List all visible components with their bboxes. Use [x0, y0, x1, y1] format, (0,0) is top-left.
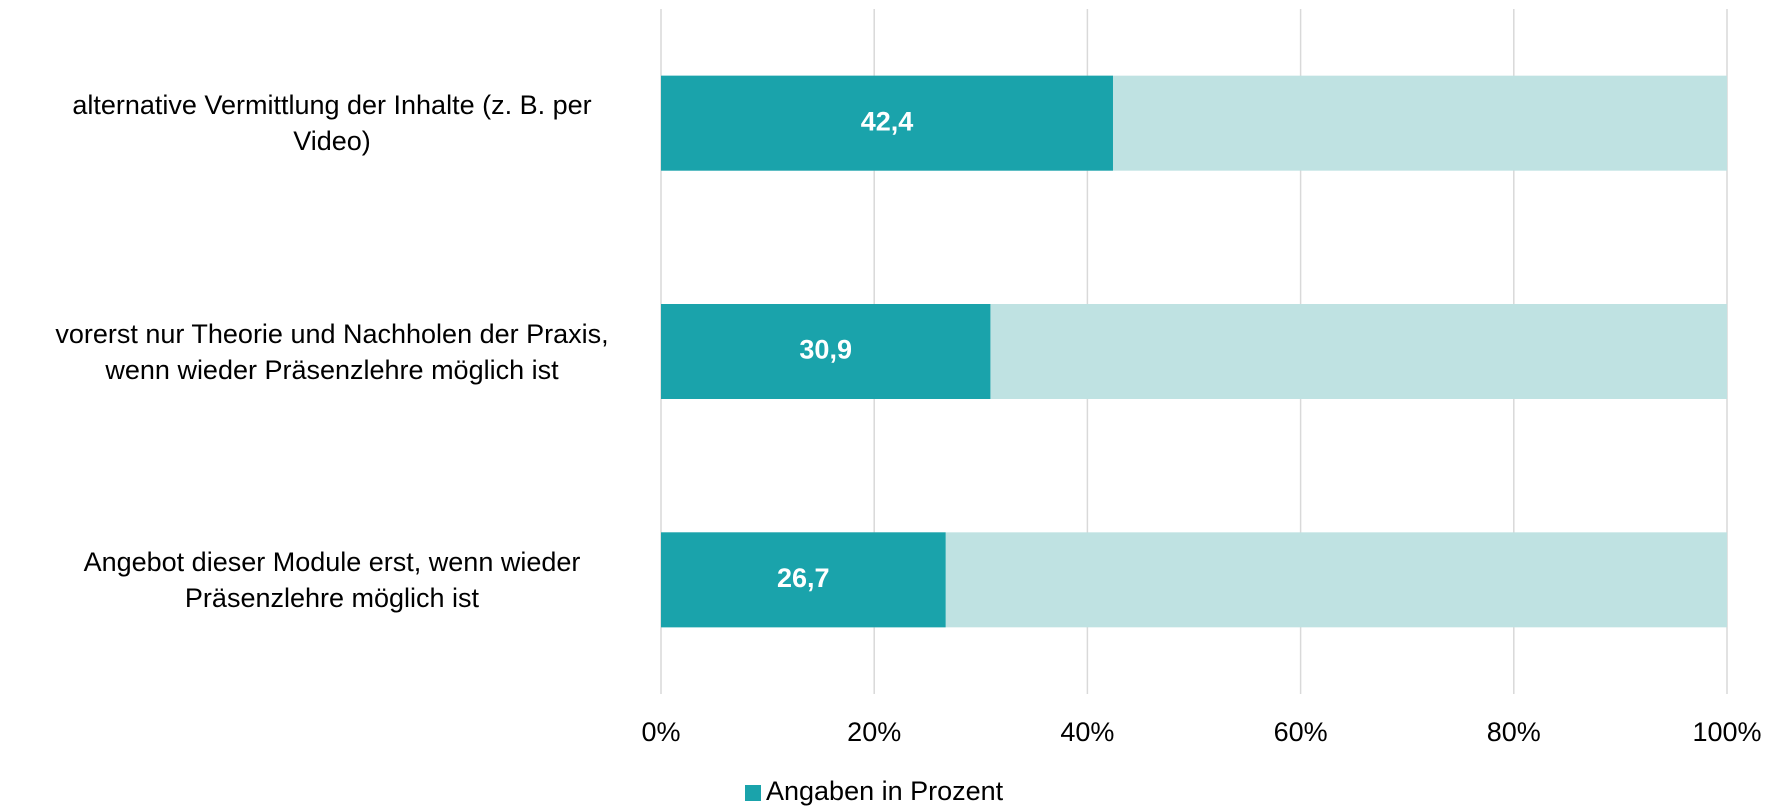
x-tick-label: 0% — [641, 717, 680, 747]
bar — [661, 532, 946, 628]
value-label: 42,4 — [861, 106, 914, 136]
value-label: 30,9 — [799, 335, 852, 365]
x-tick-label: 20% — [847, 717, 901, 747]
legend-swatch — [745, 785, 761, 801]
y-tick-label: alternative Vermittlung der Inhalte (z. … — [72, 90, 592, 157]
y-tick-label: Angebot dieser Module erst, wenn wieder … — [83, 546, 581, 613]
bar — [661, 304, 991, 399]
y-tick-label: vorerst nur Theorie und Nachholen der Pr… — [55, 318, 609, 385]
x-tick-label: 40% — [1060, 717, 1114, 747]
x-tick-label: 100% — [1692, 717, 1761, 747]
bar — [661, 75, 1113, 171]
value-label: 26,7 — [777, 563, 830, 593]
legend-label: Angaben in Prozent — [766, 776, 1004, 806]
x-tick-label: 80% — [1487, 717, 1541, 747]
x-tick-label: 60% — [1274, 717, 1328, 747]
